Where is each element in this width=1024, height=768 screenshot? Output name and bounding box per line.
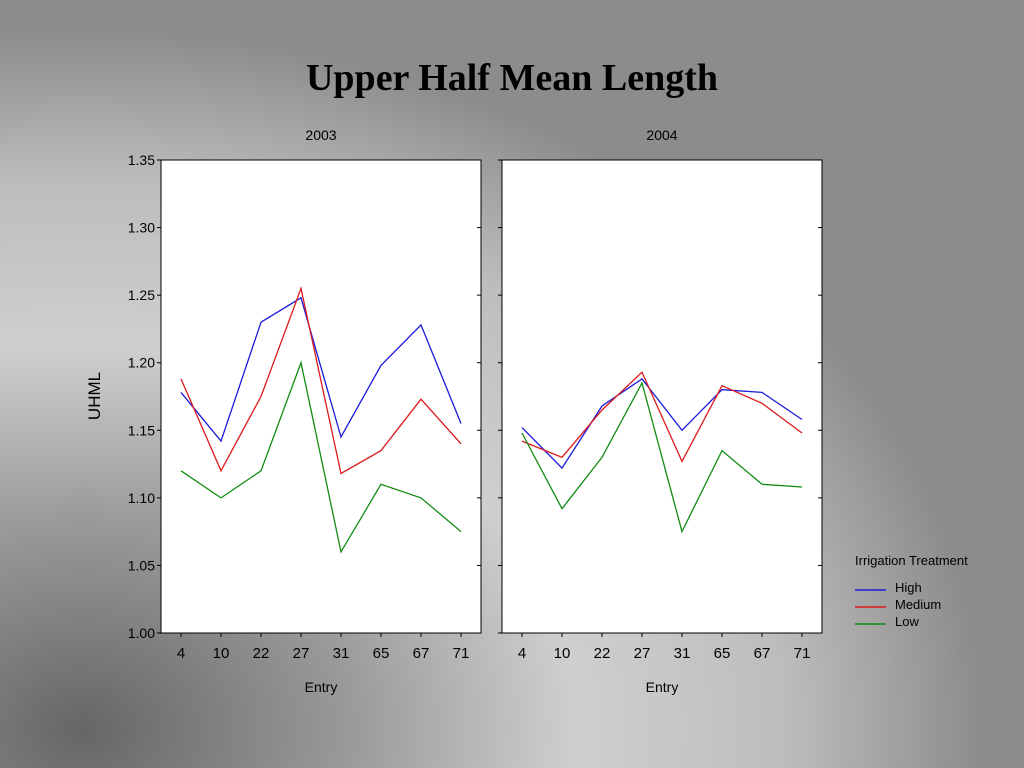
legend-label-high: High — [895, 580, 922, 595]
x-tick-label: 10 — [213, 645, 230, 662]
y-tick-label: 1.05 — [128, 557, 155, 573]
panel-2003: 2003 1.00 1.05 1.10 1.15 1.20 1.25 1.30 1.35 4 10 2… — [128, 127, 482, 695]
x-tick-label: 31 — [674, 645, 691, 662]
y-tick-label: 1.10 — [128, 490, 155, 506]
x-tick-label: 10 — [554, 645, 571, 662]
legend: Irrigation Treatment High Medium Low — [855, 553, 968, 629]
x-tick-label: 67 — [413, 645, 430, 662]
x-tick-label: 67 — [754, 645, 771, 662]
x-tick-label: 22 — [594, 645, 611, 662]
x-axis-label: Entry — [305, 679, 338, 695]
series-line-medium — [180, 286, 462, 475]
slide-title: Upper Half Mean Length — [305, 57, 719, 99]
x-tick-label: 65 — [714, 645, 731, 662]
x-tick-label: 27 — [293, 645, 310, 662]
panel-title: 2003 — [305, 127, 336, 143]
y-tick-label: 1.20 — [128, 355, 155, 371]
series-line-low — [521, 381, 803, 534]
panel-2004: 2004 4 10 22 27 31 65 67 71 Entry — [498, 127, 823, 695]
y-tick-label: 1.30 — [128, 220, 155, 236]
x-tick-label: 31 — [333, 645, 350, 662]
series-line-high — [521, 378, 803, 470]
x-axis-label: Entry — [646, 679, 679, 695]
y-tick-label: 1.25 — [128, 287, 155, 303]
legend-title: Irrigation Treatment — [855, 553, 968, 568]
legend-label-low: Low — [895, 614, 919, 629]
x-tick-label: 22 — [253, 645, 270, 662]
panel-frame — [160, 159, 482, 634]
series-line-high — [180, 296, 462, 443]
y-tick-label: 1.15 — [128, 422, 155, 438]
legend-label-medium: Medium — [895, 597, 941, 612]
y-tick-label: 1.00 — [128, 625, 155, 641]
y-axis-label: UHML — [85, 372, 104, 420]
series-line-low — [180, 360, 462, 554]
x-tick-label: 71 — [794, 645, 811, 662]
series-line-medium — [521, 371, 803, 463]
panel-title: 2004 — [646, 127, 677, 143]
x-tick-label: 65 — [373, 645, 390, 662]
y-tick-label: 1.35 — [128, 152, 155, 168]
x-tick-label: 27 — [634, 645, 651, 662]
x-tick-label: 4 — [177, 645, 185, 662]
x-tick-label: 71 — [453, 645, 470, 662]
panel-frame — [501, 159, 823, 634]
x-tick-label: 4 — [518, 645, 526, 662]
